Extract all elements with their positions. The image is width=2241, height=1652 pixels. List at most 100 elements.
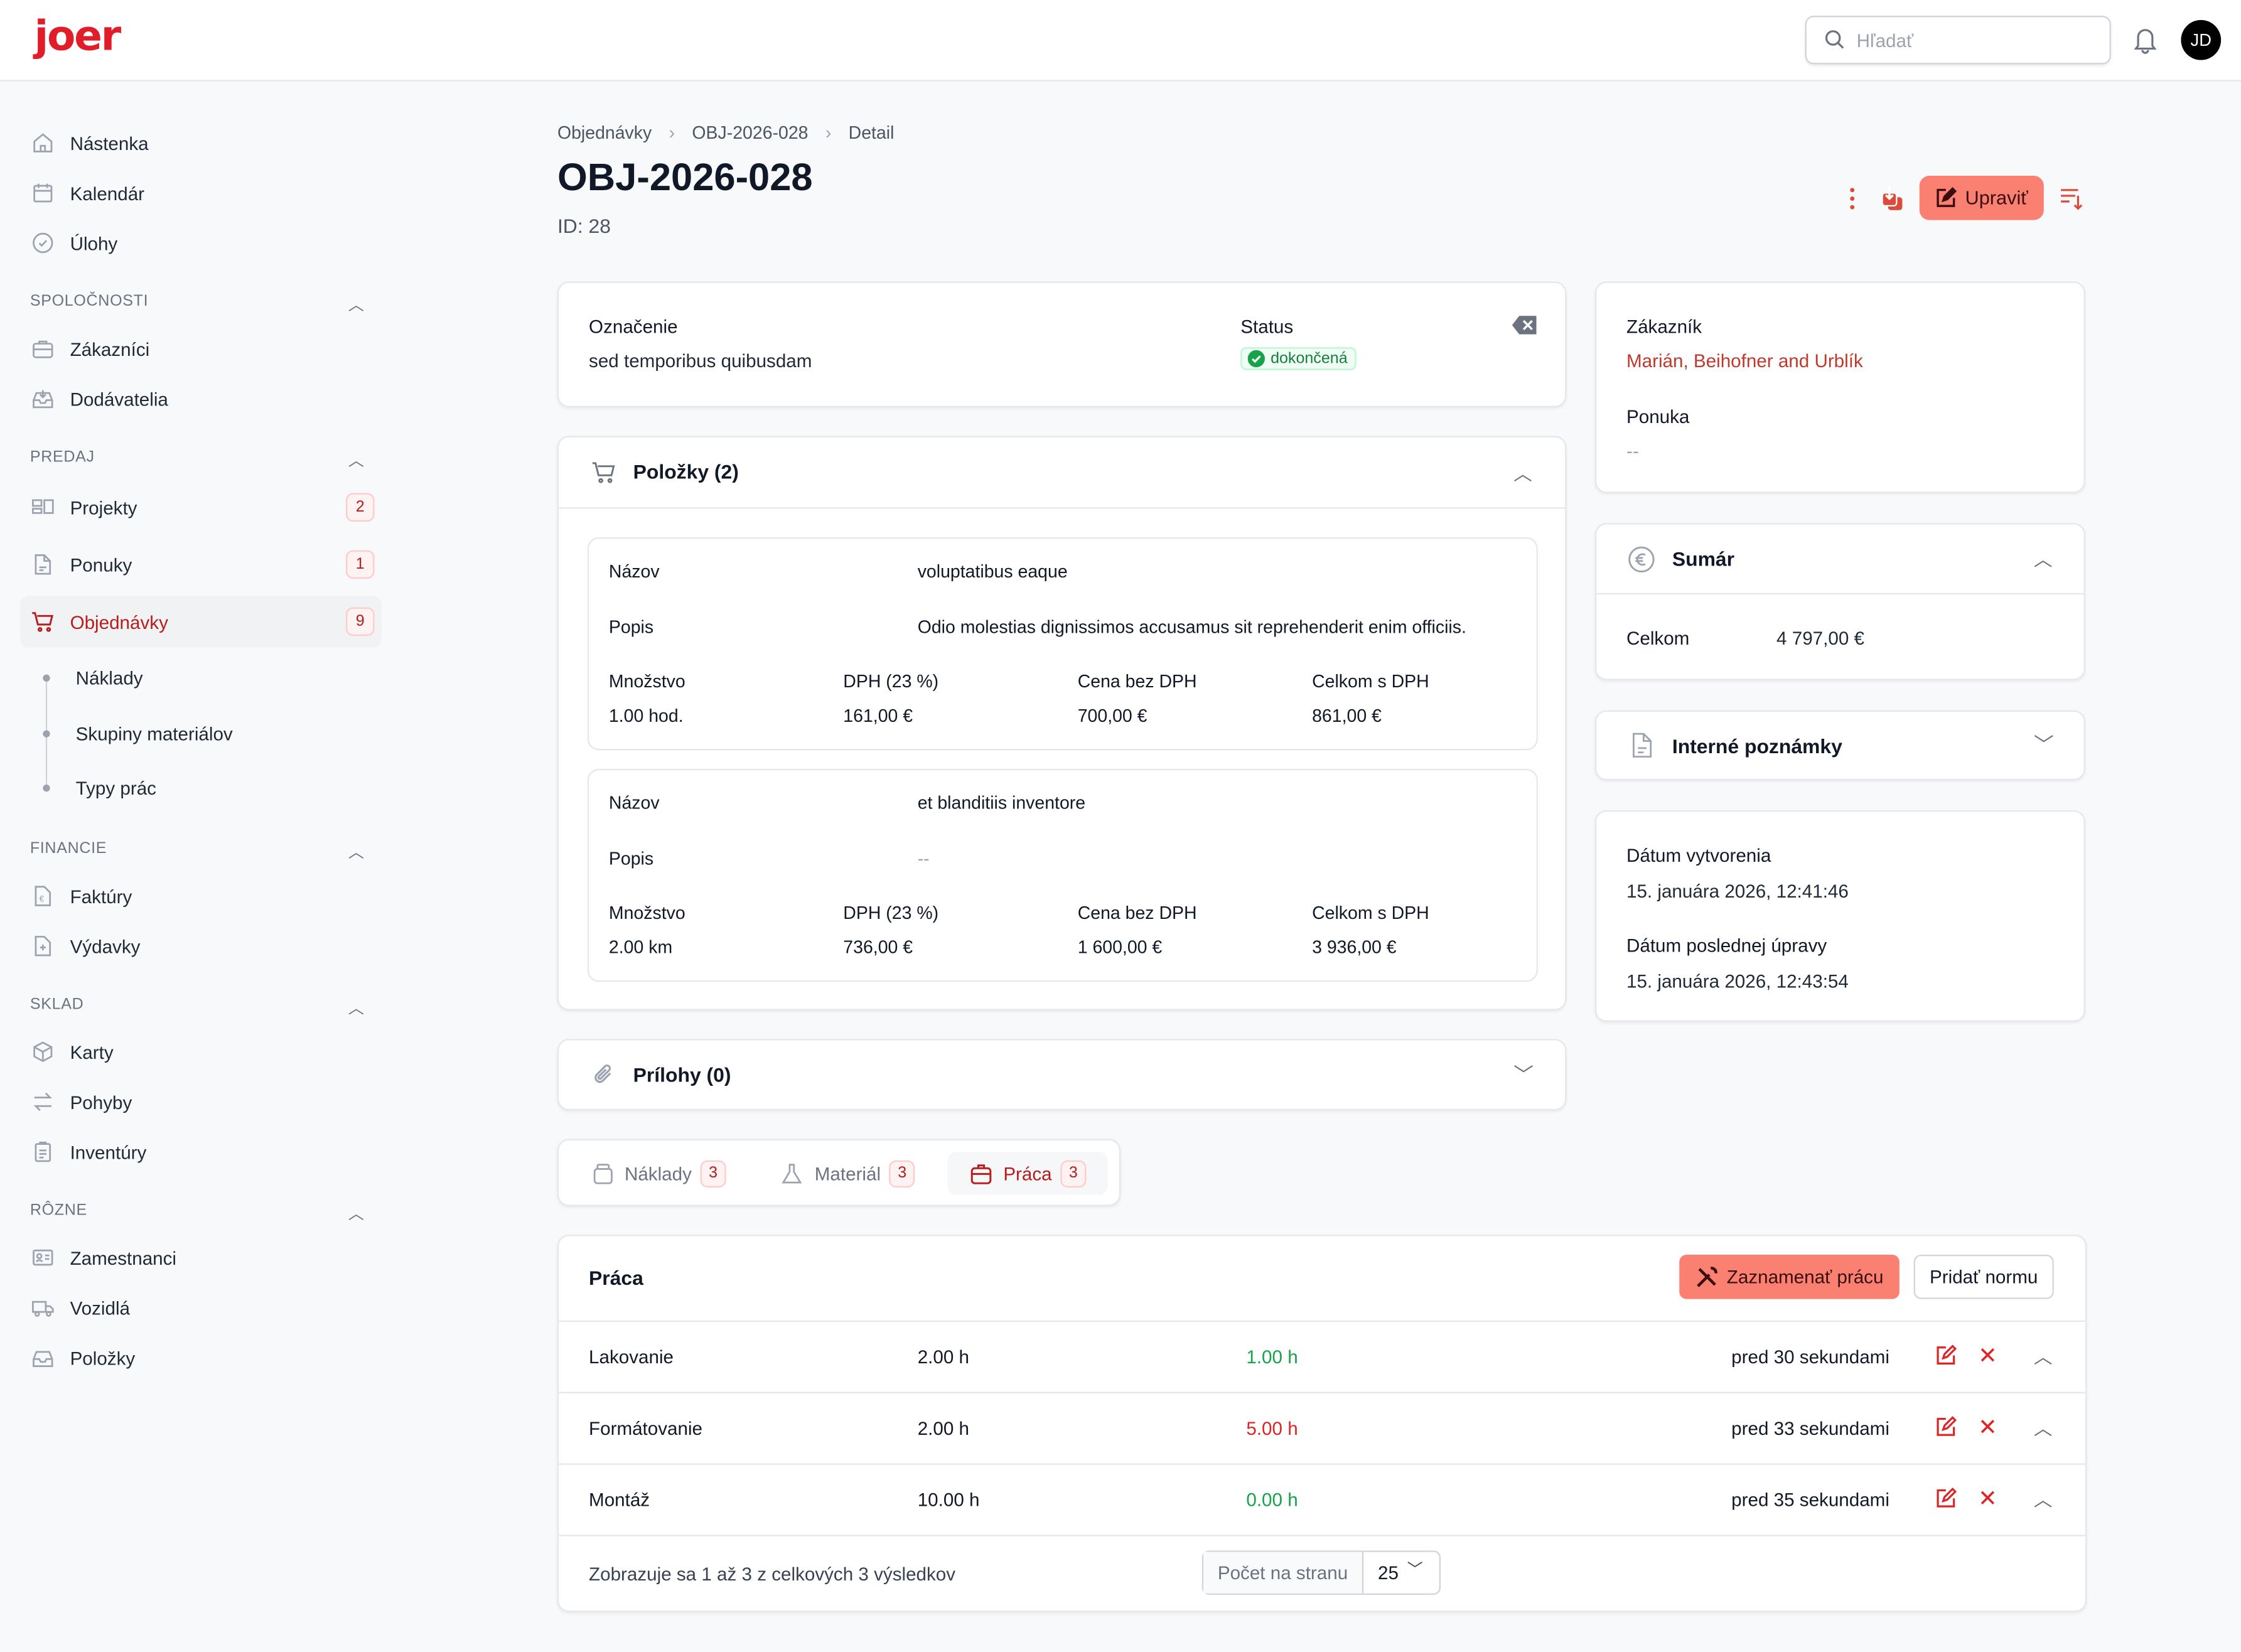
popis-value: -- xyxy=(917,849,930,869)
table-row: Montáž 10.00 h 0.00 h pred 35 sekundami … xyxy=(559,1463,2085,1536)
sidebar-item-zakaznici[interactable]: Zákazníci xyxy=(31,331,374,366)
count-badge: 3 xyxy=(700,1160,726,1188)
breadcrumb-link[interactable]: OBJ-2026-028 xyxy=(692,122,809,143)
sidebar-subitem-skupiny[interactable]: Skupiny materiálov xyxy=(75,723,233,745)
cube-icon xyxy=(31,1041,54,1063)
sidebar-item-zamestnanci[interactable]: Zamestnanci xyxy=(31,1240,374,1275)
chevron-up-icon[interactable]: ︿ xyxy=(2033,1489,2053,1511)
chevron-up-icon[interactable]: ︿ xyxy=(2033,1417,2053,1439)
delete-x-icon[interactable]: ✕ xyxy=(1978,1488,1997,1512)
section-sklad[interactable]: SKLAD ︿ xyxy=(30,996,373,1019)
bullet-icon xyxy=(43,674,50,682)
sidebar-item-inventury[interactable]: Inventúry xyxy=(31,1135,374,1169)
notes-card[interactable]: Interné poznámky ﹀ xyxy=(1594,710,2085,781)
divider xyxy=(559,1535,2085,1537)
edit-icon[interactable] xyxy=(1935,1344,1957,1366)
count-badge: 3 xyxy=(889,1160,915,1188)
sidebar-subitem-typy[interactable]: Typy prác xyxy=(75,777,156,799)
clear-backspace-icon[interactable] xyxy=(1512,316,1537,335)
tab-naklady[interactable]: Náklady 3 xyxy=(593,1160,726,1188)
section-spolocnosti[interactable]: SPOLOČNOSTI ︿ xyxy=(30,293,373,316)
edit-button[interactable]: Upraviť xyxy=(1919,176,2044,220)
edit-icon[interactable] xyxy=(1935,1416,1957,1437)
sidebar-item-polozky[interactable]: Položky xyxy=(31,1341,374,1375)
delete-x-icon[interactable]: ✕ xyxy=(1978,1344,1997,1370)
chevron-up-icon[interactable]: ︿ xyxy=(1513,463,1532,485)
chevron-up-icon[interactable]: ︿ xyxy=(348,844,365,862)
chevron-up-icon[interactable]: ︿ xyxy=(348,453,365,471)
sidebar-item-label: Karty xyxy=(70,1041,114,1063)
cart-icon xyxy=(31,610,54,633)
sort-descending-icon[interactable] xyxy=(2060,186,2085,212)
tab-praca[interactable]: Práca 3 xyxy=(970,1160,1087,1188)
record-work-button[interactable]: Zaznamenať prácu xyxy=(1679,1255,1900,1299)
section-financie[interactable]: FINANCIE ︿ xyxy=(30,840,373,863)
popis-value: Odio molestias dignissimos accusamus sit… xyxy=(917,617,1466,638)
sidebar-item-vozidla[interactable]: Vozidlá xyxy=(31,1290,374,1325)
mnozstvo-value: 1.00 hod. xyxy=(608,705,684,726)
sidebar-item-faktury[interactable]: € Faktúry xyxy=(31,879,374,913)
planned-hours: 10.00 h xyxy=(917,1489,980,1511)
polozky-header[interactable]: Položky (2) ︿ xyxy=(559,437,1566,509)
more-vertical-icon[interactable] xyxy=(1844,186,1861,212)
tools-icon xyxy=(1696,1265,1718,1288)
prilohy-card[interactable]: Prílohy (0) ﹀ xyxy=(557,1039,1567,1111)
sidebar-item-label: Ponuky xyxy=(70,554,132,576)
chevron-down-icon: ﹀ xyxy=(1407,1562,1423,1579)
sidebar-item-nastenka[interactable]: Nástenka xyxy=(31,126,374,160)
chevron-down-icon[interactable]: ﹀ xyxy=(2033,732,2054,756)
sidebar-item-karty[interactable]: Karty xyxy=(31,1034,374,1069)
avatar[interactable]: JD xyxy=(2181,19,2222,60)
chevron-up-icon[interactable]: ︿ xyxy=(2033,549,2053,571)
chevron-up-icon[interactable]: ︿ xyxy=(348,1206,365,1223)
sidebar-item-objednavky[interactable]: Objednávky 9 xyxy=(31,604,375,639)
tab-material[interactable]: Materiál 3 xyxy=(780,1160,915,1188)
sidebar-item-projekty[interactable]: Projekty 2 xyxy=(31,490,375,525)
actual-hours: 1.00 h xyxy=(1246,1346,1298,1368)
praca-title: Práca xyxy=(589,1266,643,1289)
chevron-up-icon[interactable]: ︿ xyxy=(348,297,365,314)
celkom-label: Celkom s DPH xyxy=(1312,672,1429,692)
search-input[interactable]: Hľadať xyxy=(1805,16,2111,65)
sidebar-item-ponuky[interactable]: Ponuky 1 xyxy=(31,547,375,582)
edit-icon[interactable] xyxy=(1935,1488,1957,1509)
sidebar-item-kalendar[interactable]: Kalendár xyxy=(31,176,374,210)
chevron-up-icon[interactable]: ︿ xyxy=(2033,1346,2053,1368)
sidebar-item-label: Objednávky xyxy=(70,611,168,633)
sidebar-item-label: Vozidlá xyxy=(70,1297,131,1319)
nazov-value: et blanditiis inventore xyxy=(917,793,1086,813)
sidebar-item-label: Výdavky xyxy=(70,935,141,957)
count-badge: 9 xyxy=(345,607,375,636)
chevron-down-icon[interactable]: ﹀ xyxy=(1513,1063,1534,1086)
breadcrumb-link[interactable]: Objednávky xyxy=(557,122,652,143)
mnozstvo-label: Množstvo xyxy=(608,672,685,692)
download-copy-icon[interactable] xyxy=(1879,185,1905,212)
chevron-up-icon[interactable]: ︿ xyxy=(348,1000,365,1018)
edit-icon xyxy=(1935,187,1957,208)
polozky-title: Položky (2) xyxy=(633,460,739,483)
add-norm-button[interactable]: Pridať normu xyxy=(1913,1255,2054,1299)
sidebar-subitem-naklady[interactable]: Náklady xyxy=(75,667,143,689)
customer-link[interactable]: Marián, Beihofner and Urblík xyxy=(1626,350,1863,372)
sidebar-item-pohyby[interactable]: Pohyby xyxy=(31,1085,374,1119)
record-work-label: Zaznamenať prácu xyxy=(1726,1266,1884,1288)
document-icon xyxy=(1631,732,1653,759)
sidebar-item-dodavatelia[interactable]: Dodávatelia xyxy=(31,382,374,416)
sidebar-item-label: Nástenka xyxy=(70,132,149,154)
section-predaj[interactable]: PREDAJ ︿ xyxy=(30,449,373,471)
sumar-header[interactable]: Sumár ︿ xyxy=(1596,525,2084,595)
delete-x-icon[interactable]: ✕ xyxy=(1978,1416,1997,1441)
sidebar-item-vydavky[interactable]: Výdavky xyxy=(31,929,374,963)
logo[interactable]: joer xyxy=(34,11,122,60)
sidebar-item-label: Faktúry xyxy=(70,885,132,907)
bell-icon[interactable] xyxy=(2132,26,2158,55)
sidebar-item-ulohy[interactable]: Úlohy xyxy=(31,226,374,260)
section-rozne[interactable]: RÔZNE ︿ xyxy=(30,1202,373,1225)
section-title: PREDAJ xyxy=(30,448,95,466)
truck-icon xyxy=(31,1296,54,1319)
timestamp: pred 33 sekundami xyxy=(1731,1417,1889,1439)
paperclip-icon xyxy=(592,1062,615,1088)
section-title: RÔZNE xyxy=(30,1201,87,1220)
praca-card: Práca Zaznamenať prácu Pridať normu Lako… xyxy=(557,1235,2087,1612)
per-page-select[interactable]: Počet na stranu 25 ﹀ xyxy=(1201,1550,1441,1595)
